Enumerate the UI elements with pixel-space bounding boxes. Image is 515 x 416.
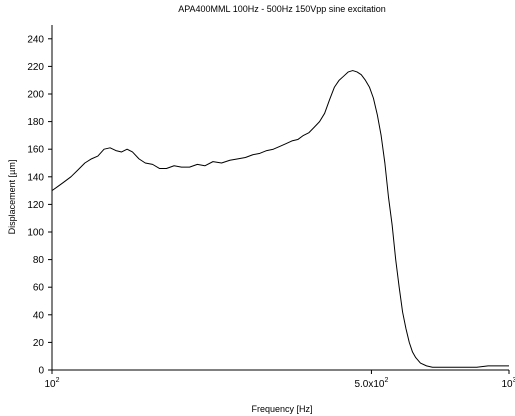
x-tick-prefix: 5.0x <box>354 379 373 390</box>
x-axis-label: Frequency [Hz] <box>251 404 312 414</box>
y-axis-ticks: 0 20 40 60 80 100 120 140 160 180 200 220 240 <box>27 34 52 377</box>
series-layer <box>51 70 509 368</box>
y-tick-label: 120 <box>27 200 44 211</box>
series-line <box>51 70 509 368</box>
y-tick-label: 140 <box>27 172 44 183</box>
y-tick-label: 180 <box>27 117 44 128</box>
x-tick-label: 102 <box>44 377 59 390</box>
y-tick-label: 60 <box>33 283 45 294</box>
x-axis-ticks: 102 5.0x102 103 <box>44 370 515 390</box>
y-tick-label: 160 <box>27 145 44 156</box>
y-tick-label: 40 <box>33 310 45 321</box>
y-tick-label: 0 <box>38 366 44 377</box>
y-tick-label: 100 <box>27 228 44 239</box>
x-tick-base: 10 <box>44 379 56 390</box>
x-tick-label: 5.0x102 <box>354 377 388 390</box>
y-tick-label: 20 <box>33 338 45 349</box>
x-tick-base: 10 <box>373 379 385 390</box>
y-tick-label: 200 <box>27 90 44 101</box>
x-tick-exponent: 2 <box>384 377 388 384</box>
y-tick-label: 80 <box>33 255 45 266</box>
x-tick-exponent: 3 <box>513 377 515 384</box>
y-tick-label: 240 <box>27 34 44 45</box>
x-tick-base: 10 <box>501 379 513 390</box>
chart-title: APA400MML 100Hz - 500Hz 150Vpp sine exci… <box>178 4 386 14</box>
y-tick-label: 220 <box>27 62 44 73</box>
plot-frame <box>51 25 509 371</box>
x-tick-exponent: 2 <box>56 377 60 384</box>
y-axis-label: Displacement [µm] <box>7 160 17 235</box>
x-tick-label: 103 <box>501 377 515 390</box>
